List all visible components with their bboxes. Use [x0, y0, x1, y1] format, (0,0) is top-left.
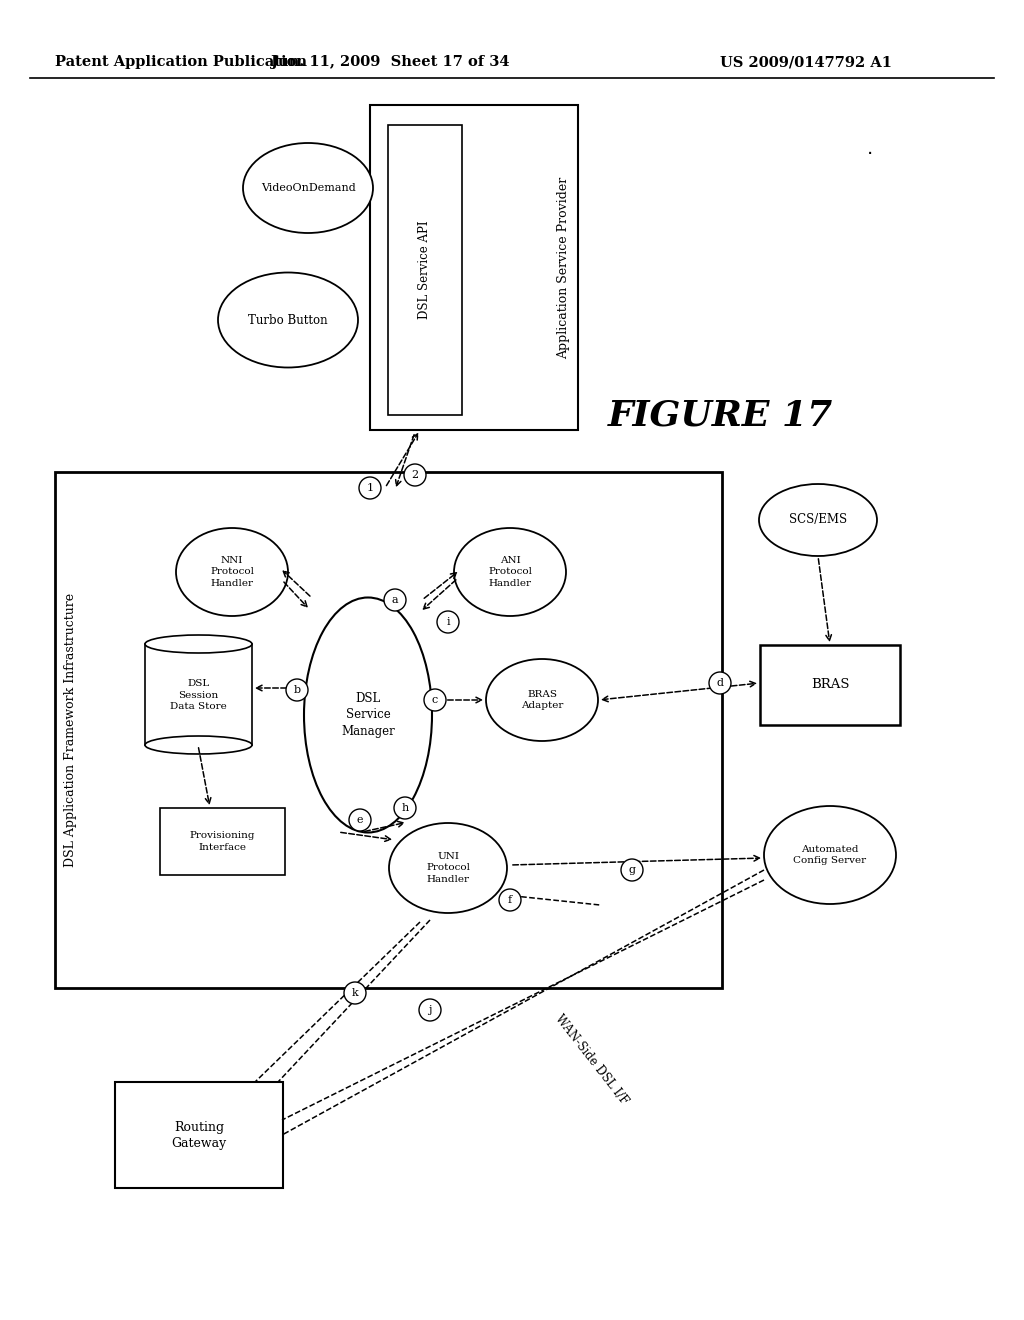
Text: BRAS: BRAS: [811, 678, 849, 692]
Circle shape: [437, 611, 459, 634]
Text: 1: 1: [367, 483, 374, 492]
Circle shape: [709, 672, 731, 694]
Ellipse shape: [218, 272, 358, 367]
Text: Jun. 11, 2009  Sheet 17 of 34: Jun. 11, 2009 Sheet 17 of 34: [270, 55, 509, 69]
Bar: [388, 125, 462, 414]
Text: h: h: [401, 803, 409, 813]
Circle shape: [384, 589, 406, 611]
Bar: [760, 645, 900, 725]
Text: NNI
Protocol
Handler: NNI Protocol Handler: [210, 557, 254, 587]
Ellipse shape: [145, 635, 252, 653]
Text: Automated
Config Server: Automated Config Server: [794, 845, 866, 865]
Text: d: d: [717, 678, 724, 688]
Circle shape: [344, 982, 366, 1005]
Text: k: k: [351, 987, 358, 998]
Text: g: g: [629, 865, 636, 875]
Bar: [145, 644, 252, 744]
Text: Patent Application Publication: Patent Application Publication: [55, 55, 307, 69]
Ellipse shape: [145, 737, 252, 754]
Text: c: c: [432, 696, 438, 705]
Text: j: j: [428, 1005, 432, 1015]
Circle shape: [359, 477, 381, 499]
Text: WAN-Side DSL I/F: WAN-Side DSL I/F: [553, 1012, 631, 1107]
Text: DSL Service API: DSL Service API: [419, 220, 431, 319]
Circle shape: [419, 999, 441, 1020]
Circle shape: [424, 689, 446, 711]
Text: DSL Application Framework Infrastructure: DSL Application Framework Infrastructure: [65, 593, 78, 867]
Text: US 2009/0147792 A1: US 2009/0147792 A1: [720, 55, 892, 69]
Ellipse shape: [304, 598, 432, 833]
Ellipse shape: [486, 659, 598, 741]
Text: SCS/EMS: SCS/EMS: [788, 513, 847, 527]
Ellipse shape: [176, 528, 288, 616]
Ellipse shape: [759, 484, 877, 556]
Bar: [370, 106, 578, 430]
Text: ANI
Protocol
Handler: ANI Protocol Handler: [488, 557, 532, 587]
Text: FIGURE 17: FIGURE 17: [607, 399, 833, 432]
Circle shape: [621, 859, 643, 880]
Ellipse shape: [243, 143, 373, 234]
Ellipse shape: [454, 528, 566, 616]
Text: Turbo Button: Turbo Button: [248, 314, 328, 326]
Text: ·: ·: [867, 145, 873, 165]
Bar: [115, 1082, 283, 1188]
Circle shape: [286, 678, 308, 701]
Text: 2: 2: [412, 470, 419, 480]
Text: Provisioning
Interface: Provisioning Interface: [189, 832, 255, 851]
Text: b: b: [294, 685, 301, 696]
Circle shape: [404, 465, 426, 486]
Circle shape: [349, 809, 371, 832]
Ellipse shape: [764, 807, 896, 904]
Circle shape: [499, 888, 521, 911]
Text: e: e: [356, 814, 364, 825]
Text: i: i: [446, 616, 450, 627]
Text: Routing
Gateway: Routing Gateway: [171, 1121, 226, 1150]
Text: Application Service Provider: Application Service Provider: [557, 177, 570, 359]
Bar: [160, 808, 285, 875]
Text: UNI
Protocol
Handler: UNI Protocol Handler: [426, 853, 470, 883]
Text: VideoOnDemand: VideoOnDemand: [261, 183, 355, 193]
Text: BRAS
Adapter: BRAS Adapter: [521, 690, 563, 710]
Text: f: f: [508, 895, 512, 906]
Circle shape: [394, 797, 416, 818]
Text: DSL
Service
Manager: DSL Service Manager: [341, 693, 395, 738]
Bar: [55, 473, 722, 987]
Ellipse shape: [389, 822, 507, 913]
Text: DSL
Session
Data Store: DSL Session Data Store: [170, 680, 227, 710]
Text: a: a: [392, 595, 398, 605]
